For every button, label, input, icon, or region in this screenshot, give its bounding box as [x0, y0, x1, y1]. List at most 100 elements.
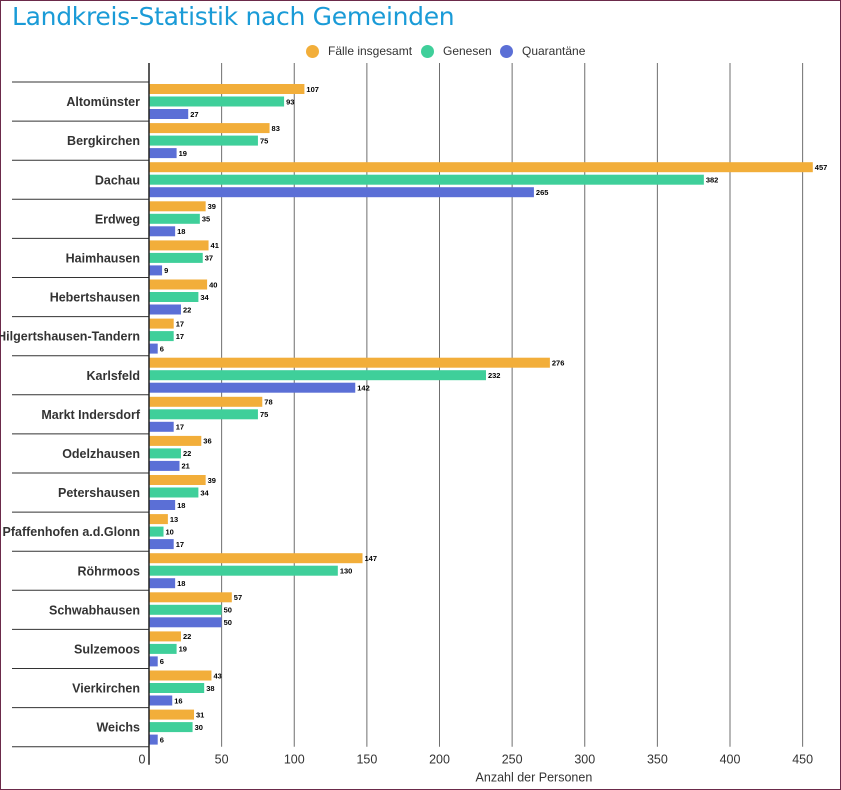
category-label: Erdweg — [95, 212, 140, 226]
bar-value-label: 18 — [177, 501, 185, 510]
bar — [149, 722, 193, 733]
bar-value-label: 6 — [160, 344, 164, 353]
bar — [149, 475, 206, 485]
x-tick-label: 250 — [502, 753, 523, 767]
bar-value-label: 22 — [183, 449, 191, 458]
bar — [149, 526, 164, 537]
bar-value-label: 43 — [213, 671, 221, 680]
bar — [149, 500, 176, 510]
category-label: Markt Indersdorf — [41, 408, 140, 422]
category-label: Karlsfeld — [87, 369, 141, 383]
bar — [149, 670, 212, 681]
bar — [149, 135, 258, 146]
bar — [149, 252, 203, 263]
chart-legend: Fälle insgesamt Genesen Quarantäne — [0, 44, 841, 62]
bar-value-label: 17 — [176, 319, 184, 328]
category-label: Pfaffenhofen a.d.Glonn — [3, 525, 141, 539]
bar-value-label: 147 — [365, 554, 378, 563]
category-label: Röhrmoos — [78, 564, 141, 578]
x-tick-label: 350 — [647, 753, 668, 767]
bar-value-label: 27 — [190, 110, 198, 119]
bar — [149, 382, 356, 393]
bar-value-label: 83 — [272, 124, 280, 133]
bar-value-label: 21 — [182, 462, 190, 471]
bar-value-label: 37 — [205, 254, 213, 263]
x-tick-label: 450 — [792, 753, 813, 767]
bar — [149, 709, 195, 720]
category-label: Dachau — [95, 173, 140, 187]
bar — [149, 292, 199, 302]
bar — [149, 357, 550, 368]
x-axis-title: Anzahl der Personen — [476, 771, 593, 785]
bar-value-label: 17 — [176, 540, 184, 549]
bar — [149, 174, 704, 185]
bar — [149, 514, 168, 525]
legend-item-faelle[interactable]: Fälle insgesamt — [306, 44, 412, 58]
bar — [149, 435, 202, 446]
x-tick-label: 100 — [284, 753, 305, 767]
bar-value-label: 93 — [286, 97, 294, 106]
bar — [149, 370, 486, 381]
category-label: Bergkirchen — [67, 134, 140, 148]
bar — [149, 148, 177, 159]
bar — [149, 201, 206, 212]
category-label: Weichs — [96, 721, 140, 735]
legend-label-quarantaene: Quarantäne — [522, 44, 586, 58]
chart-title: Landkreis-Statistik nach Gemeinden — [12, 2, 455, 31]
bar-value-label: 34 — [200, 488, 209, 497]
bar-value-label: 75 — [260, 410, 268, 419]
bar-value-label: 142 — [357, 384, 370, 393]
category-label: Petershausen — [58, 486, 140, 500]
category-label: Altomünster — [66, 95, 140, 109]
bar-value-label: 6 — [160, 735, 164, 744]
bar — [149, 421, 174, 432]
bar-value-label: 9 — [164, 266, 168, 275]
legend-dot-faelle — [306, 44, 319, 58]
bar-value-label: 36 — [203, 437, 211, 446]
bar — [149, 213, 200, 224]
bar — [149, 734, 158, 745]
bar — [149, 331, 174, 342]
x-tick-label: 300 — [574, 753, 595, 767]
bar-value-label: 6 — [160, 657, 164, 666]
bar-value-label: 17 — [176, 332, 184, 341]
bar — [149, 631, 181, 642]
bar — [149, 343, 158, 354]
bar — [149, 187, 534, 198]
x-tick-label: 150 — [356, 753, 377, 767]
category-label: Vierkirchen — [72, 682, 140, 696]
legend-item-quarantaene[interactable]: Quarantäne — [500, 44, 585, 58]
bar-value-label: 276 — [552, 359, 565, 368]
bar-value-label: 130 — [340, 567, 353, 576]
bar-value-label: 41 — [211, 241, 219, 250]
bar-value-label: 50 — [224, 618, 232, 627]
bar — [149, 109, 189, 119]
bar — [149, 409, 258, 420]
bar-value-label: 19 — [179, 645, 187, 654]
bar-value-label: 31 — [196, 710, 204, 719]
bar-value-label: 39 — [208, 476, 216, 485]
bar — [149, 396, 263, 407]
bar-value-label: 265 — [536, 188, 549, 197]
bar-value-label: 35 — [202, 215, 210, 224]
legend-item-genesen[interactable]: Genesen — [421, 44, 492, 58]
bar — [149, 84, 305, 94]
category-label: Schwabhausen — [49, 603, 140, 617]
bar-value-label: 232 — [488, 371, 501, 380]
bar-value-label: 50 — [224, 606, 232, 615]
bar — [149, 683, 205, 693]
legend-label-genesen: Genesen — [443, 44, 492, 58]
bar-value-label: 22 — [183, 305, 191, 314]
x-tick-label: 50 — [215, 753, 229, 767]
category-label: Sulzemoos — [74, 642, 140, 656]
bar — [149, 318, 174, 329]
bar-value-label: 22 — [183, 632, 191, 641]
bar — [149, 460, 180, 471]
bar — [149, 304, 181, 315]
bar-value-label: 78 — [264, 398, 272, 407]
bar — [149, 487, 199, 498]
bar — [149, 539, 174, 550]
bar-value-label: 34 — [200, 293, 209, 302]
bar — [149, 578, 176, 589]
